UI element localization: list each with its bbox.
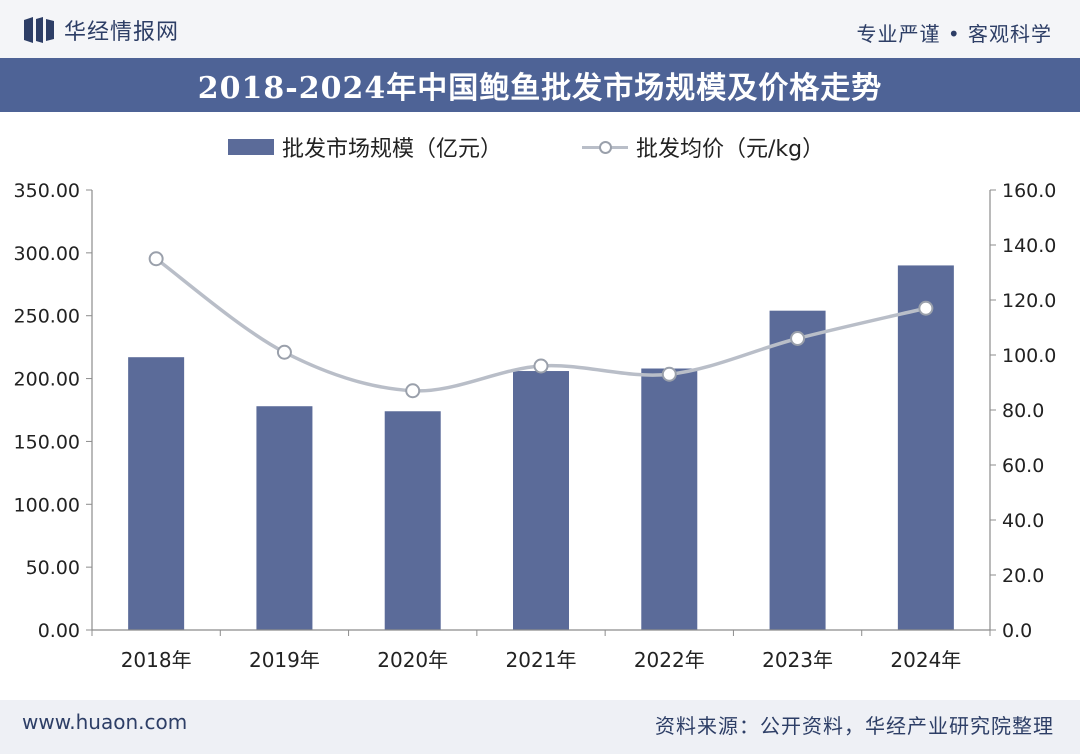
y-right-tick-label: 0.0 <box>1002 620 1032 642</box>
y-right-tick-label: 40.0 <box>1002 510 1044 532</box>
data-source: 资料来源：公开资料，华经产业研究院整理 <box>655 714 1054 738</box>
bar-2020年 <box>384 411 441 630</box>
price-point-2021年 <box>533 358 549 374</box>
y-left-tick-label: 300.00 <box>14 243 80 265</box>
price-point-2019年 <box>276 344 292 360</box>
price-point-2022年 <box>661 366 677 382</box>
y-left-tick-label: 150.00 <box>14 431 80 453</box>
legend-bar-swatch <box>228 139 274 155</box>
legend-item-line: 批发均价（元/kg） <box>582 130 824 164</box>
price-point-2024年 <box>918 300 934 316</box>
y-right-axis: 0.0 20.0 40.0 60.0 80.0 100.0 120.0 140.0 160.0 <box>989 180 1056 642</box>
y-right-tick-label: 160.0 <box>1002 180 1056 202</box>
top-bar: 华经情报网 专业严谨 • 客观科学 <box>0 0 1080 58</box>
brand-logo-icon <box>24 17 54 43</box>
bar-2023年 <box>769 310 826 630</box>
bar-series <box>128 265 954 630</box>
y-right-tick-label: 100.0 <box>1002 345 1056 367</box>
x-tick-label: 2020年 <box>377 648 448 672</box>
bar-2021年 <box>513 371 569 630</box>
y-left-tick-label: 250.00 <box>14 306 80 328</box>
y-left-axis: 0.00 50.00 100.00 150.00 200.00 250.00 300.00 3… <box>14 180 93 642</box>
x-tick-label: 2019年 <box>249 648 320 672</box>
bar-2018年 <box>128 357 185 630</box>
price-point-2023年 <box>790 331 806 346</box>
chart-legend: 批发市场规模（亿元） 批发均价（元/kg） <box>0 130 1080 164</box>
slogan: 专业严谨 • 客观科学 <box>856 22 1052 46</box>
y-right-tick-label: 120.0 <box>1002 290 1056 312</box>
x-tick-label: 2023年 <box>762 648 833 672</box>
bar-2019年 <box>256 406 313 630</box>
footer: www.huaon.com 资料来源：公开资料，华经产业研究院整理 <box>0 700 1080 754</box>
x-tick-label: 2021年 <box>506 648 577 672</box>
legend-item-bar: 批发市场规模（亿元） <box>228 130 502 164</box>
website-link[interactable]: www.huaon.com <box>22 710 188 734</box>
y-right-tick-label: 140.0 <box>1002 235 1056 257</box>
y-right-tick-label: 80.0 <box>1002 400 1044 422</box>
title-bar: 2018-2024年中国鲍鱼批发市场规模及价格走势 <box>0 58 1080 112</box>
brand-name: 华经情报网 <box>64 20 180 45</box>
x-tick-label: 2024年 <box>890 648 961 672</box>
y-left-tick-label: 0.00 <box>38 620 80 642</box>
y-left-tick-label: 200.00 <box>14 369 80 391</box>
y-left-tick-label: 50.00 <box>26 557 80 579</box>
brand-logo[interactable]: 华经情报网 <box>22 14 179 46</box>
bar-2024年 <box>897 265 954 630</box>
chart-title: 2018-2024年中国鲍鱼批发市场规模及价格走势 <box>197 71 883 106</box>
x-tick-label: 2018年 <box>121 648 192 672</box>
legend-bar-label: 批发市场规模（亿元） <box>282 137 503 162</box>
y-right-tick-label: 60.0 <box>1002 455 1044 477</box>
legend-line-label: 批发均价（元/kg） <box>636 137 825 162</box>
chart-area: 0.00 50.00 100.00 150.00 200.00 250.00 300.00 3… <box>14 180 1057 672</box>
price-point-2018年 <box>148 251 164 267</box>
y-left-tick-label: 350.00 <box>14 180 80 202</box>
line-series <box>148 251 934 399</box>
x-tick-label: 2022年 <box>634 648 705 672</box>
bar-2022年 <box>641 368 698 630</box>
y-left-tick-label: 100.00 <box>14 494 80 516</box>
legend-line-swatch <box>582 139 628 155</box>
price-point-2020年 <box>405 383 421 399</box>
x-axis: 2018年 2019年 2020年 2021年 2022年 2023年 2024年 <box>91 629 991 672</box>
y-right-tick-label: 20.0 <box>1002 565 1044 587</box>
